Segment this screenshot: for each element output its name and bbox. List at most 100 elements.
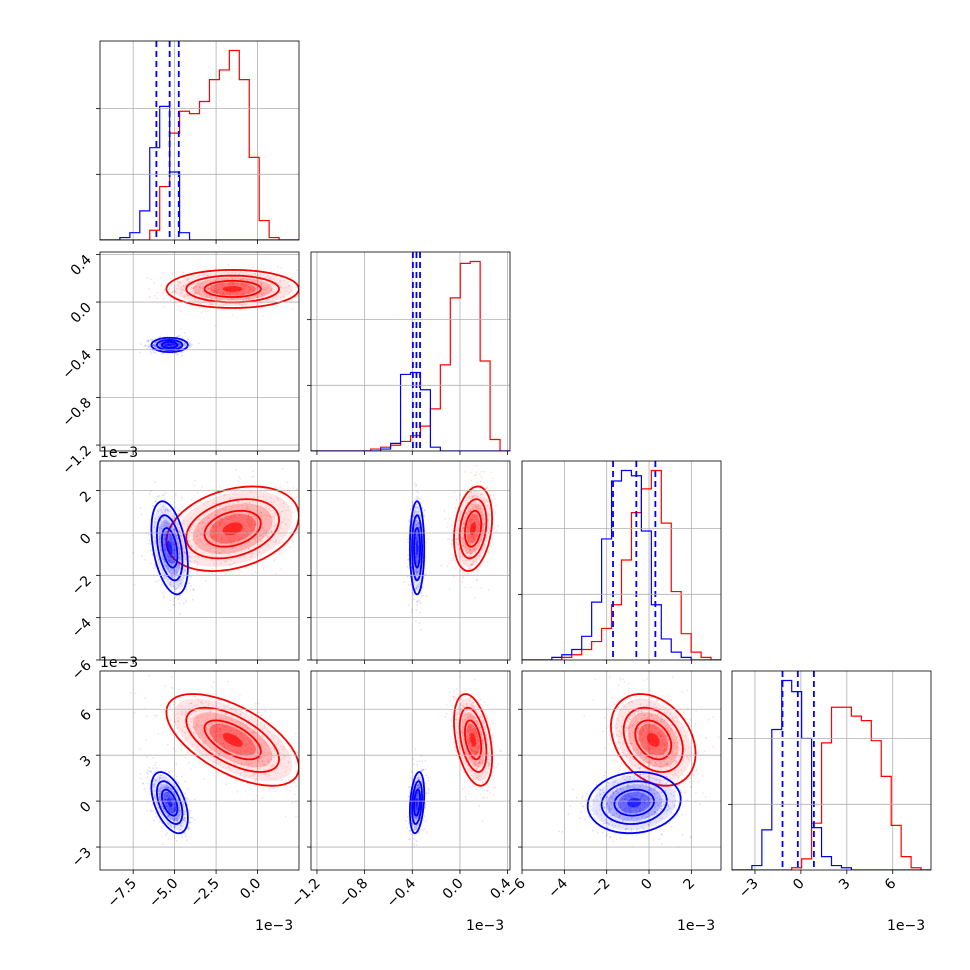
scatter-point	[211, 291, 214, 294]
scatter-point	[225, 783, 228, 786]
scatter-point	[206, 310, 209, 312]
scatter-point	[278, 542, 281, 545]
scatter-point	[198, 342, 200, 345]
scatter-point	[273, 525, 276, 528]
scatter-point	[152, 351, 155, 354]
scatter-point	[211, 303, 214, 306]
scatter-point	[181, 710, 183, 713]
scatter-point	[290, 528, 292, 530]
scatter-point	[460, 510, 463, 513]
scatter-point	[411, 589, 413, 592]
scatter-point	[217, 727, 219, 730]
scatter-point	[244, 770, 246, 773]
scatter-point	[247, 746, 249, 749]
scatter-point	[242, 298, 245, 301]
scatter-point	[234, 546, 237, 548]
scatter-point	[469, 520, 472, 522]
scatter-point	[443, 509, 446, 512]
scatter-point	[247, 273, 250, 276]
scatter-point	[213, 730, 215, 733]
scatter-point	[198, 522, 201, 525]
scatter-point	[407, 541, 410, 544]
scatter-point	[486, 486, 489, 489]
scatter-point	[248, 775, 251, 778]
scatter-point	[238, 713, 240, 716]
scatter-point	[183, 343, 186, 346]
scatter-point	[469, 543, 472, 546]
scatter-point	[198, 289, 201, 292]
scatter-point	[213, 514, 216, 517]
scatter-point	[177, 563, 180, 566]
scatter-point	[218, 736, 221, 738]
scatter-point	[152, 505, 155, 508]
scatter-point	[206, 287, 209, 290]
scatter-point	[200, 701, 203, 703]
scatter-point	[416, 539, 419, 542]
scatter-point	[270, 539, 272, 542]
scatter-point	[211, 718, 214, 720]
scatter-point	[231, 277, 234, 280]
scatter-point	[264, 710, 267, 712]
scatter-point	[474, 511, 476, 514]
scatter-point	[157, 559, 160, 562]
scatter-point	[478, 528, 480, 531]
scatter-point	[201, 702, 204, 705]
scatter-point	[212, 546, 215, 549]
scatter-point	[218, 288, 220, 291]
scatter-point	[167, 522, 170, 525]
scatter-point	[415, 536, 418, 539]
scatter-point	[473, 539, 476, 542]
scatter-point	[178, 596, 181, 599]
scatter-point	[477, 541, 480, 544]
scatter-point	[169, 797, 171, 799]
scatter-point	[132, 551, 135, 554]
scatter-point	[171, 812, 174, 815]
scatter-point	[416, 559, 419, 562]
scatter-point	[212, 681, 215, 683]
scatter-point	[257, 295, 259, 298]
scatter-point	[183, 284, 185, 287]
scatter-point	[210, 755, 213, 758]
scatter-point	[279, 279, 281, 282]
scatter-point	[166, 807, 169, 810]
scatter-point	[168, 561, 171, 563]
scatter-point	[153, 523, 156, 526]
scatter-point	[148, 539, 151, 542]
scatter-point	[208, 530, 211, 533]
scatter-point	[195, 542, 198, 545]
scatter-point	[159, 345, 162, 348]
scatter-point	[412, 516, 415, 518]
scatter-point	[195, 504, 197, 507]
scatter-point	[236, 728, 239, 731]
scatter-point	[472, 538, 475, 540]
scatter-point	[157, 495, 159, 498]
scatter-point	[220, 538, 223, 540]
scatter-point	[493, 494, 495, 497]
scatter-point	[243, 528, 246, 530]
scatter-point	[252, 496, 255, 499]
scatter-point	[167, 560, 170, 563]
scatter-point	[468, 492, 471, 495]
scatter-point	[250, 757, 252, 759]
scatter-point	[164, 548, 167, 550]
scatter-point	[234, 283, 237, 286]
scatter-point	[294, 762, 297, 764]
scatter-point	[169, 535, 171, 538]
scatter-point	[469, 555, 472, 558]
scatter-point	[183, 725, 186, 728]
scatter-point	[261, 753, 264, 755]
scatter-point	[247, 298, 250, 300]
scatter-point	[475, 515, 478, 518]
scatter-point	[196, 548, 198, 551]
scatter-point	[407, 584, 410, 586]
scatter-point	[186, 338, 189, 341]
scatter-point	[416, 572, 419, 574]
scatter-point	[467, 541, 470, 544]
scatter-point	[470, 479, 473, 482]
scatter-point	[475, 547, 478, 550]
scatter-point	[168, 809, 171, 811]
scatter-point	[172, 344, 175, 346]
scatter-point	[177, 335, 180, 338]
scatter-point	[174, 295, 177, 298]
scatter-point	[196, 534, 199, 537]
